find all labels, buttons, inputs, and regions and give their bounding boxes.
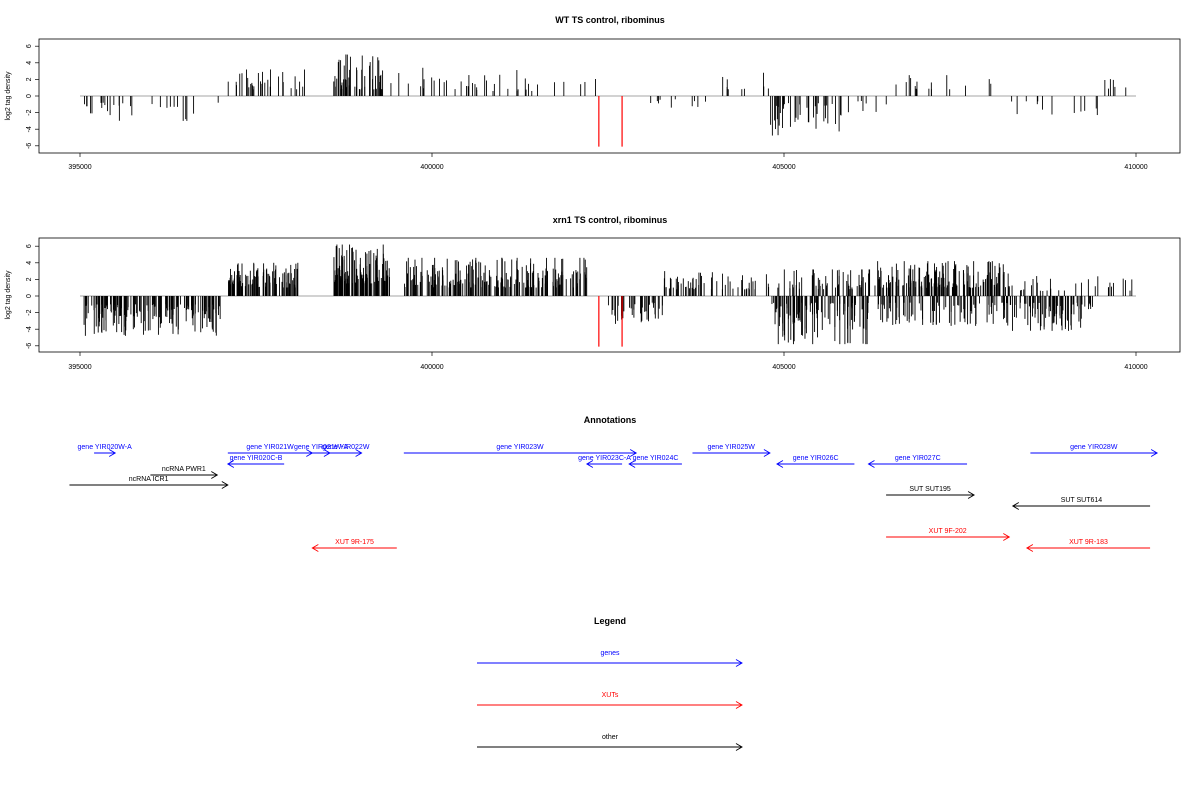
annotation-label: XUT 9R-183: [1069, 539, 1108, 546]
legend-arrowhead: [735, 701, 743, 709]
annotation-label: gene YIR025W: [708, 444, 756, 451]
annotation-label: gene YIR024C: [633, 455, 679, 462]
wt-y-axis-label: log2 tag density: [5, 71, 12, 121]
annotation-label: SUT SUT195: [909, 486, 951, 493]
annotation-arrowhead: [1003, 533, 1011, 541]
annotation-arrowhead: [628, 460, 636, 468]
annotation-arrowhead: [108, 449, 117, 457]
xrn1-y-tick-label: 4: [26, 261, 33, 265]
wt-data-bars: [80, 54, 1136, 147]
wt-panel-title: WT TS control, ribominus: [555, 15, 665, 25]
annotation-arrowhead: [221, 481, 229, 489]
annotations-title: Annotations: [584, 415, 637, 425]
annotation-label: gene YIR020C-B: [230, 455, 283, 462]
xrn1-y-axis-label: log2 tag density: [5, 270, 12, 320]
xrn1-x-tick-label: 400000: [420, 364, 443, 371]
wt-y-tick-label: 4: [26, 61, 33, 65]
annotation-arrowhead: [763, 449, 771, 457]
annotation-arrowhead: [585, 460, 594, 468]
annotation-label: XUT 9F-202: [929, 528, 967, 535]
wt-x-tick-label: 400000: [420, 164, 443, 171]
wt-panel: WT TS control, ribominus log2 tag densit…: [5, 15, 1181, 171]
legend-arrowhead: [735, 659, 743, 667]
xrn1-data-bars: [80, 244, 1136, 347]
xrn1-y-tick-label: -4: [26, 326, 33, 332]
xrn1-y-tick-label: 6: [26, 244, 33, 248]
legend-title: Legend: [594, 616, 626, 626]
wt-y-tick-label: 6: [26, 44, 33, 48]
annotation-label: gene YIR027C: [895, 455, 941, 462]
wt-y-tick-label: -2: [26, 109, 33, 115]
annotation-label: XUT 9R-175: [335, 539, 374, 546]
annotation-arrowhead: [211, 471, 219, 479]
annotation-label: gene YIR028W: [1070, 444, 1118, 451]
xrn1-x-tick-label: 395000: [68, 364, 91, 371]
annotations-panel: Annotations gene YIR020W-A gene YIR020C-B…: [69, 415, 1159, 552]
legend-label: genes: [600, 650, 620, 657]
legend-arrowhead: [735, 743, 743, 751]
annotation-label: ncRNA ICR1: [129, 476, 169, 483]
annotation-label: ncRNA PWR1: [162, 466, 206, 473]
annotation-label: gene YIR022W: [322, 444, 370, 451]
xrn1-y-tick-label: 2: [26, 277, 33, 281]
xrn1-y-tick-label: -2: [26, 309, 33, 315]
wt-x-tick-label: 395000: [68, 164, 91, 171]
annotation-arrowhead: [311, 544, 319, 552]
annotation-arrowhead: [867, 460, 875, 468]
wt-y-tick-label: -4: [26, 126, 33, 132]
annotation-arrowhead: [355, 449, 363, 457]
wt-x-tick-label: 405000: [772, 164, 795, 171]
annotation-arrowhead: [776, 460, 784, 468]
legend-items: genes XUTs other: [477, 650, 743, 751]
xrn1-x-tick-label: 410000: [1124, 364, 1147, 371]
wt-x-tick-label: 410000: [1124, 164, 1147, 171]
xrn1-y-tick-label: 0: [26, 294, 33, 298]
xrn1-x-tick-label: 405000: [772, 364, 795, 371]
annotation-label: gene YIR021W: [246, 444, 294, 451]
annotation-label: gene YIR023C-A: [578, 455, 631, 462]
xrn1-y-tick-label: -6: [26, 343, 33, 349]
annotation-label: gene YIR020W-A: [78, 444, 133, 451]
xrn1-panel: xrn1 TS control, ribominus log2 tag dens…: [5, 215, 1181, 371]
annotation-arrowhead: [1025, 544, 1034, 552]
annotation-label: gene YIR023W: [496, 444, 544, 451]
annotation-label: SUT SUT614: [1061, 497, 1103, 504]
wt-axis-ticks: -6 -4 -2 0 2 4 6 395000 400000 405000 410000: [26, 44, 1148, 171]
wt-y-tick-label: -6: [26, 143, 33, 149]
wt-y-tick-label: 2: [26, 77, 33, 81]
legend-label: XUTs: [602, 692, 619, 699]
annotation-arrowhead: [1011, 502, 1020, 510]
annotation-arrowhead: [967, 491, 975, 499]
legend-label: other: [602, 734, 619, 741]
annotation-arrowhead: [1150, 449, 1159, 457]
annotation-arrowhead: [629, 449, 638, 457]
annotation-label: gene YIR021W-A: [294, 444, 349, 451]
legend-panel: Legend genes XUTs other: [477, 616, 743, 751]
xrn1-panel-title: xrn1 TS control, ribominus: [553, 215, 668, 225]
xrn1-axis-ticks: -6 -4 -2 0 2 4 6 395000 400000 405000 410000: [26, 244, 1148, 371]
wt-y-tick-label: 0: [26, 94, 33, 98]
annotation-arrowhead: [226, 460, 235, 468]
annotation-features: gene YIR020W-A gene YIR020C-B gene YIR021W…: [69, 444, 1159, 552]
xrn1-plot-frame: [38, 237, 1181, 353]
annotation-label: gene YIR026C: [793, 455, 839, 462]
